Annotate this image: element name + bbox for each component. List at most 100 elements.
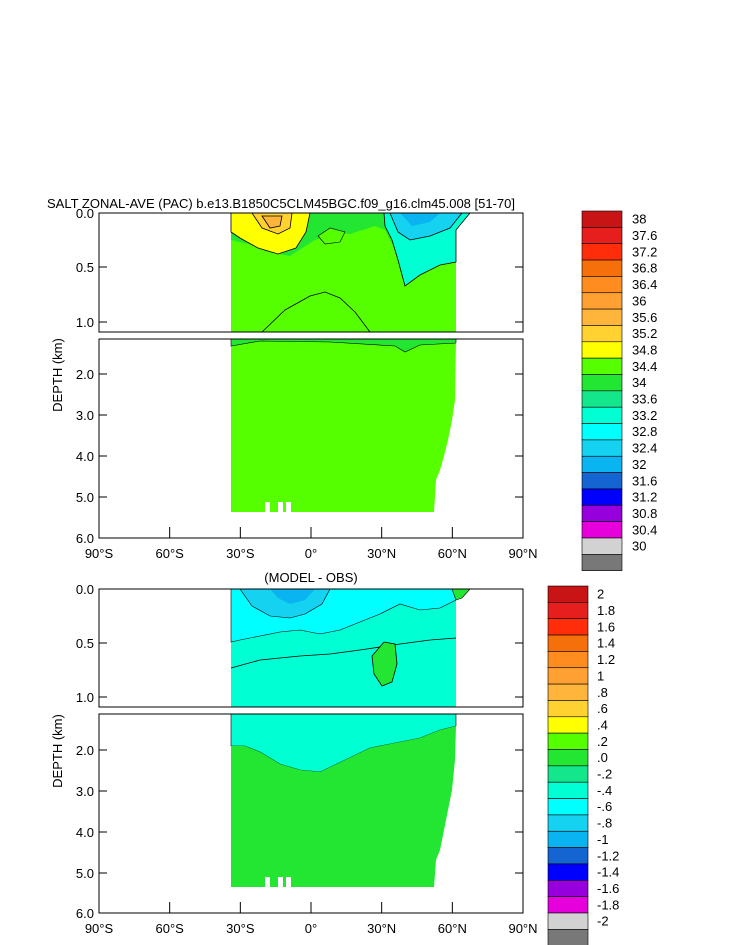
salt-colorbar-label: 32.4 [632,441,657,456]
diff-x-ticks: 90°S 60°S 30°S 0° 30°N 60°N 90°N [85,902,538,936]
diff-colorbar: 21.81.61.41.21.8.6.4.2.0-.2-.4-.6-.8-1-1… [547,585,619,945]
salt-x-tick-label: 30°S [226,546,255,561]
salt-colorbar-label: 34.8 [632,342,657,357]
salt-y-tick-label: 0.0 [76,206,94,221]
salt-x-tick-label: 0° [305,546,317,561]
salt-colorbar-swatch [581,554,623,571]
salt-colorbar-label: 30.4 [632,522,657,537]
salt-colorbar-label: 33.2 [632,408,657,423]
diff-chart: (MODEL - OBS) DEPTH (km) 0.00.51.02.03.0… [50,570,619,945]
salt-y-tick-label: 3.0 [76,408,94,423]
salt-colorbar-label: 37.2 [632,244,657,259]
salt-upper-deep-core [261,291,371,333]
diff-colorbar-label: -.8 [597,816,612,831]
salt-y-tick-label: 5.0 [76,490,94,505]
salt-colorbar-swatch [581,325,623,343]
salt-y-tick-label: 6.0 [76,531,94,546]
salt-upper-green-patch [317,227,346,245]
diff-colorbar-swatch [547,912,589,930]
salt-colorbar-label: 31.2 [632,490,657,505]
diff-colorbar-swatch [547,798,589,816]
salt-y-axis-label: DEPTH (km) [50,338,65,412]
diff-colorbar-swatch [547,716,589,734]
diff-colorbar-label: -1.6 [597,881,619,896]
salt-y-tick-label: 2.0 [76,367,94,382]
diff-colorbar-swatch [547,830,589,848]
diff-lower-main-field [231,726,456,887]
salt-colorbar-label: 35.6 [632,310,657,325]
salt-y-ticks: 0.0 0.5 1.0 2.0 3.0 4.0 5.0 6.0 [76,206,523,546]
salt-colorbar-swatch [581,308,623,326]
salt-x-tick-label: 60°N [438,546,467,561]
salt-y-tick-label: 0.5 [76,260,94,275]
diff-y-tick-label: 6.0 [76,906,94,921]
salt-colorbar-swatch [581,276,623,294]
diff-colorbar-label: -1.8 [597,897,619,912]
diff-colorbar-swatch [547,667,589,685]
diff-x-tick-label: 30°S [226,921,255,936]
salt-upper-fresh-core [400,213,440,226]
diff-colorbar-label: -2 [597,914,609,929]
diff-upper-green-blob [371,641,398,687]
salt-colorbar-swatch [581,243,623,261]
salt-colorbar-swatch [581,439,623,457]
salt-colorbar-label: 31.6 [632,473,657,488]
salt-colorbar-swatch [581,210,623,228]
diff-colorbar-label: 1.4 [597,636,615,651]
salt-colorbar-swatch [581,472,623,490]
salt-colorbar-label: 36 [632,293,646,308]
diff-colorbar-label: .2 [597,734,608,749]
salt-chart-title: SALT ZONAL-AVE (PAC) b.e13.B1850C5CLM45B… [47,196,515,211]
salt-chart: SALT ZONAL-AVE (PAC) b.e13.B1850C5CLM45B… [47,196,657,571]
diff-colorbar-label: -.2 [597,767,612,782]
salt-colorbar-label: 35.2 [632,326,657,341]
salt-colorbar-label: 30.8 [632,506,657,521]
diff-x-tick-label: 30°N [367,921,396,936]
salt-x-tick-label: 60°S [155,546,184,561]
salt-x-ticks: 90°S 60°S 30°S 0° 30°N 60°N 90°N [85,527,538,561]
diff-colorbar-label: 1.2 [597,652,615,667]
salt-colorbar-swatch [581,357,623,375]
salt-upper-mid-contour [231,226,456,332]
diff-colorbar-label: .0 [597,750,608,765]
diff-colorbar-label: -1.4 [597,865,619,880]
salt-colorbar-swatch [581,292,623,310]
diff-colorbar-label: -1.2 [597,848,619,863]
salt-colorbar-swatch [581,488,623,506]
diff-colorbar-swatch [547,847,589,865]
diff-colorbar-label: .4 [597,717,608,732]
salt-upper-frame [98,212,524,333]
salt-colorbar-swatch [581,455,623,473]
diff-colorbar-swatch [547,879,589,897]
diff-y-ticks: 0.0 0.5 1.0 2.0 3.0 4.0 5.0 6.0 [76,582,523,921]
diff-colorbar-label: -1 [597,832,609,847]
diff-colorbar-label: 1.8 [597,603,615,618]
salt-colorbar-swatch [581,521,623,539]
salt-lower-field [231,339,456,512]
diff-y-tick-label: 0.0 [76,582,94,597]
salt-colorbar-label: 32.8 [632,424,657,439]
diff-y-axis-label: DEPTH (km) [50,714,65,788]
salt-x-tick-label: 90°N [508,546,537,561]
diff-lower-fields [230,713,457,887]
diff-colorbar-swatch [547,585,589,603]
diff-colorbar-swatch [547,863,589,881]
salt-colorbar-swatch [581,504,623,522]
salt-y-tick-label: 4.0 [76,449,94,464]
diff-colorbar-swatch [547,602,589,619]
diff-colorbar-label: -.6 [597,799,612,814]
salt-colorbar-label: 33.6 [632,392,657,407]
diff-x-tick-label: 60°S [155,921,184,936]
diff-y-tick-label: 4.0 [76,825,94,840]
salt-x-tick-label: 90°S [85,546,114,561]
diff-x-tick-label: 90°S [85,921,114,936]
salt-x-tick-label: 30°N [367,546,396,561]
diff-colorbar-label: 1 [597,668,604,683]
diff-y-tick-label: 5.0 [76,866,94,881]
diff-colorbar-swatch [547,634,589,652]
diff-colorbar-swatch [547,683,589,701]
diff-colorbar-swatch [547,781,589,799]
diff-colorbar-label: 1.6 [597,619,615,634]
salt-colorbar-label: 36.8 [632,261,657,276]
